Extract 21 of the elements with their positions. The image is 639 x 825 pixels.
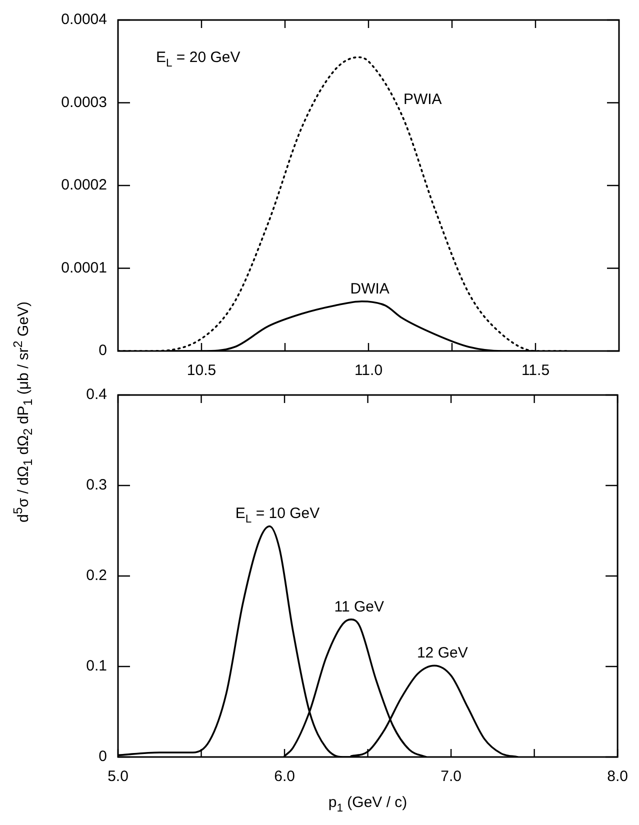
x-tick-label: 11.0	[354, 362, 383, 380]
y-tick-label: 0.0004	[61, 11, 107, 28]
series-label: DWIA	[350, 280, 390, 298]
x-tick-label: 5.0	[108, 768, 128, 786]
y-tick-label: 0.0002	[61, 176, 107, 194]
series-label: 12 GeV	[416, 644, 468, 662]
y-tick-label: 0	[98, 342, 107, 360]
y-tick-label: 0.0001	[61, 259, 107, 276]
x-tick-label: 11.5	[521, 362, 550, 380]
x-tick-label: 7.0	[440, 768, 462, 786]
y-tick-label: 0.2	[86, 567, 107, 584]
x-tick-label: 8.0	[607, 768, 628, 786]
y-tick-label: 0	[98, 748, 107, 766]
y-tick-label: 0.1	[86, 658, 107, 675]
y-tick-label: 0.0003	[61, 94, 107, 111]
y-tick-label: 0.4	[86, 386, 107, 404]
series-label: PWIA	[403, 91, 442, 108]
x-tick-label: 10.5	[186, 362, 216, 380]
x-tick-label: 6.0	[274, 768, 295, 786]
y-tick-label: 0.3	[86, 476, 107, 494]
series-label: 11 GeV	[334, 598, 384, 616]
